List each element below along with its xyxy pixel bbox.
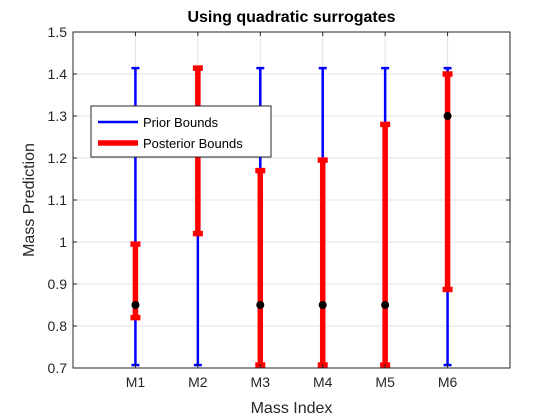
x-axis-label: Mass Index [251, 400, 333, 417]
x-tick-label: M4 [313, 374, 333, 390]
y-axis-label: Mass Prediction [21, 143, 38, 257]
legend: Prior Bounds Posterior Bounds [90, 105, 272, 158]
y-tick-label: 1 [59, 234, 67, 250]
x-tick-label: M6 [438, 374, 458, 390]
y-tick-label: 1.4 [48, 66, 68, 82]
y-tick-label: 0.7 [48, 360, 68, 376]
y-tick-label: 1.2 [48, 150, 68, 166]
y-tick-label: 1.3 [48, 108, 68, 124]
x-tick-label: M5 [375, 374, 395, 390]
data-point [443, 112, 452, 120]
axis-ticks: 0.7 0.8 0.9 1 1.1 1.2 1.3 1.4 1.5 M1 M2 M3 M4 M5 M6 [48, 24, 510, 390]
y-tick-label: 1.1 [48, 192, 68, 208]
data-point [131, 301, 140, 309]
data-point [381, 301, 390, 309]
series-posterior-bounds [130, 65, 453, 368]
x-tick-label: M1 [126, 374, 146, 390]
y-tick-label: 1.5 [48, 24, 68, 40]
point-estimates [131, 112, 452, 309]
x-tick-label: M3 [251, 374, 271, 390]
legend-box [90, 105, 272, 158]
y-tick-label: 0.8 [48, 318, 68, 334]
x-tick-label: M2 [188, 374, 208, 390]
legend-label: Posterior Bounds [143, 136, 243, 151]
chart-title: Using quadratic surrogates [187, 9, 395, 26]
data-point [256, 301, 265, 309]
y-tick-label: 0.9 [48, 276, 68, 292]
legend-label: Prior Bounds [143, 115, 219, 130]
data-point [318, 301, 327, 309]
